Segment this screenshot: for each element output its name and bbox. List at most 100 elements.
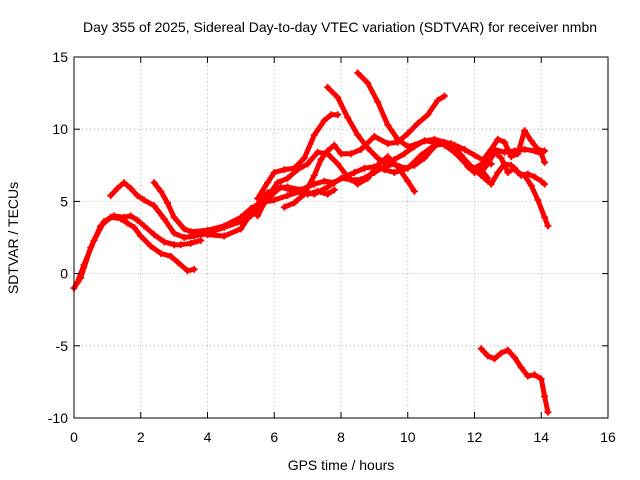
data-point xyxy=(487,180,495,188)
data-point xyxy=(507,161,515,169)
y-tick-label: 5 xyxy=(60,193,68,209)
data-point xyxy=(310,190,318,198)
series-line-track-8 xyxy=(281,93,447,210)
data-point xyxy=(450,141,458,149)
data-point xyxy=(521,127,529,135)
series-line-track-11 xyxy=(482,128,548,161)
data-point xyxy=(424,111,432,119)
data-point xyxy=(450,148,458,156)
data-point xyxy=(374,154,382,162)
data-point xyxy=(330,186,338,194)
series-points-track-11 xyxy=(481,127,549,162)
data-point xyxy=(514,169,522,177)
data-point xyxy=(344,173,352,181)
data-point xyxy=(537,375,545,383)
data-point xyxy=(460,158,468,166)
data-point xyxy=(113,184,121,192)
data-point xyxy=(491,355,499,363)
chart-title: Day 355 of 2025, Sidereal Day-to-day VTE… xyxy=(83,19,597,35)
data-point xyxy=(324,147,332,155)
data-point xyxy=(334,160,342,168)
data-point xyxy=(521,145,529,153)
data-point xyxy=(434,96,442,104)
data-point xyxy=(334,93,342,101)
data-point xyxy=(100,218,108,226)
data-point xyxy=(150,231,158,239)
data-point xyxy=(354,131,362,139)
data-point xyxy=(477,169,485,177)
data-point xyxy=(514,150,522,158)
series-group xyxy=(70,69,552,416)
data-point xyxy=(347,150,355,158)
data-point xyxy=(220,232,228,240)
data-point xyxy=(360,164,368,172)
data-point xyxy=(320,117,328,125)
data-point xyxy=(384,121,392,129)
data-point xyxy=(120,179,128,187)
data-point xyxy=(374,161,382,169)
data-point xyxy=(364,79,372,87)
data-point xyxy=(150,179,158,187)
data-point xyxy=(477,345,485,353)
data-point xyxy=(304,160,312,168)
data-point xyxy=(157,187,165,195)
data-point xyxy=(414,119,422,127)
x-tick-label: 0 xyxy=(70,429,78,445)
data-point xyxy=(350,169,358,177)
data-point xyxy=(300,190,308,198)
data-point xyxy=(187,228,195,236)
data-point xyxy=(167,252,175,260)
data-point xyxy=(173,258,181,266)
data-point xyxy=(120,213,128,221)
data-point xyxy=(180,234,188,241)
data-point xyxy=(534,196,542,204)
data-point xyxy=(254,195,262,203)
y-axis-label: SDTVAR / TECUs xyxy=(5,182,21,294)
data-point xyxy=(364,144,372,152)
data-point xyxy=(410,141,418,149)
data-point xyxy=(497,349,505,357)
data-point xyxy=(390,156,398,164)
data-point xyxy=(370,132,378,140)
series-points-track-12 xyxy=(477,148,549,188)
data-point xyxy=(180,225,188,233)
data-point xyxy=(220,222,228,230)
series-points-track-2 xyxy=(73,212,205,286)
data-point xyxy=(320,177,328,185)
data-point xyxy=(90,236,98,244)
data-point xyxy=(264,179,272,187)
data-point xyxy=(140,196,148,204)
data-point xyxy=(204,226,211,234)
data-point xyxy=(494,135,502,143)
data-point xyxy=(107,192,115,200)
data-point xyxy=(80,261,88,269)
data-point xyxy=(163,199,171,207)
series-points-track-8 xyxy=(280,92,448,211)
data-point xyxy=(527,137,535,145)
data-point xyxy=(354,69,362,77)
data-point xyxy=(491,148,499,156)
data-point xyxy=(541,213,549,221)
data-point xyxy=(170,241,178,249)
data-point xyxy=(380,158,388,166)
series-points-track-7 xyxy=(254,111,342,203)
y-tick-label: 0 xyxy=(60,266,68,282)
data-point xyxy=(404,177,412,185)
data-point xyxy=(284,174,292,182)
data-point xyxy=(440,141,448,149)
data-point xyxy=(177,241,185,249)
data-point xyxy=(541,158,549,166)
data-point xyxy=(527,182,535,190)
data-point xyxy=(400,164,408,172)
data-point xyxy=(460,145,468,153)
data-point xyxy=(497,154,505,162)
data-point xyxy=(170,213,178,221)
data-point xyxy=(420,137,428,145)
data-point xyxy=(160,238,168,246)
data-point xyxy=(183,267,191,275)
data-point xyxy=(504,169,512,177)
data-point xyxy=(150,202,158,210)
data-point xyxy=(140,222,148,230)
data-point xyxy=(247,205,255,213)
